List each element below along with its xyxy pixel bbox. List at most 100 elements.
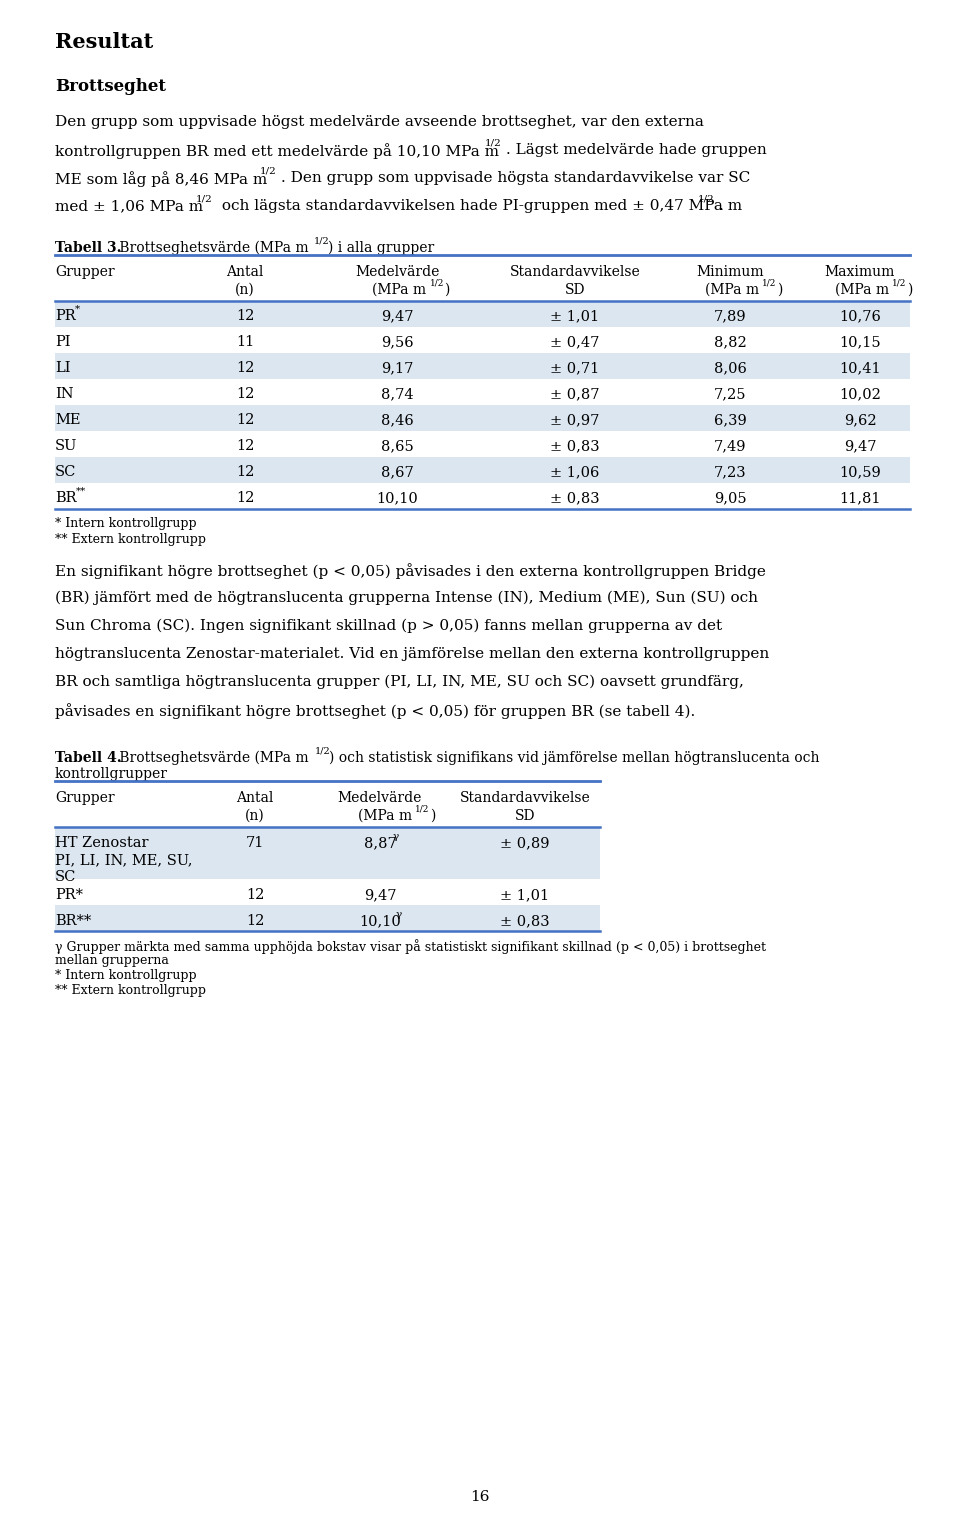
Text: En signifikant högre brottseghet (p < 0,05) påvisades i den externa kontrollgrup: En signifikant högre brottseghet (p < 0,…: [55, 563, 766, 578]
Text: *: *: [75, 305, 80, 314]
Text: 10,41: 10,41: [839, 361, 881, 375]
Text: 12: 12: [236, 310, 254, 323]
Text: 7,23: 7,23: [713, 465, 746, 480]
Bar: [55, 483, 910, 509]
Text: PI: PI: [55, 335, 70, 349]
Text: ± 0,83: ± 0,83: [550, 439, 600, 452]
Text: Standardavvikelse: Standardavvikelse: [460, 791, 590, 805]
Text: ): ): [444, 282, 450, 298]
Text: LI: LI: [55, 361, 70, 375]
Text: Minimum: Minimum: [696, 266, 764, 279]
Text: 1/2: 1/2: [314, 237, 329, 246]
Text: ± 0,47: ± 0,47: [550, 335, 600, 349]
Text: PR*: PR*: [55, 888, 83, 902]
Text: Standardavvikelse: Standardavvikelse: [510, 266, 640, 279]
Text: 8,87: 8,87: [364, 836, 396, 850]
Text: 8,74: 8,74: [381, 387, 414, 401]
Text: Antal: Antal: [227, 266, 264, 279]
Text: 9,47: 9,47: [844, 439, 876, 452]
Text: 12: 12: [246, 914, 264, 927]
Text: Brottseghetsvärde (MPa m: Brottseghetsvärde (MPa m: [115, 241, 308, 255]
Text: 1/2: 1/2: [260, 167, 276, 176]
Text: 1/2: 1/2: [415, 805, 429, 814]
Bar: [55, 354, 910, 380]
Text: 12: 12: [246, 888, 264, 902]
Text: 1/2: 1/2: [762, 279, 777, 288]
Text: kontrollgrupper: kontrollgrupper: [55, 767, 168, 780]
Text: Maximum: Maximum: [825, 266, 895, 279]
Text: BR: BR: [55, 490, 77, 505]
Text: γ: γ: [393, 832, 398, 841]
Text: mellan grupperna: mellan grupperna: [55, 953, 169, 967]
Text: 12: 12: [236, 413, 254, 427]
Text: SU: SU: [55, 439, 78, 452]
Text: 10,15: 10,15: [839, 335, 881, 349]
Text: ± 1,06: ± 1,06: [550, 465, 600, 480]
Text: 1/2: 1/2: [429, 279, 444, 288]
Text: 8,67: 8,67: [381, 465, 414, 480]
Bar: [55, 827, 600, 879]
Text: γ Grupper märkta med samma upphöjda bokstav visar på statistiskt signifikant ski: γ Grupper märkta med samma upphöjda boks…: [55, 940, 766, 953]
Text: påvisades en signifikant högre brottseghet (p < 0,05) för gruppen BR (se tabell : påvisades en signifikant högre brottsegh…: [55, 703, 695, 720]
Text: 12: 12: [236, 490, 254, 505]
Bar: [55, 879, 600, 905]
Text: 12: 12: [236, 465, 254, 480]
Text: Tabell 3.: Tabell 3.: [55, 241, 122, 255]
Text: kontrollgruppen BR med ett medelvärde på 10,10 MPa m: kontrollgruppen BR med ett medelvärde på…: [55, 143, 499, 159]
Text: 9,17: 9,17: [381, 361, 414, 375]
Text: PI, LI, IN, ME, SU,: PI, LI, IN, ME, SU,: [55, 853, 193, 867]
Text: 16: 16: [470, 1491, 490, 1504]
Text: 1/2: 1/2: [315, 747, 331, 756]
Text: BR och samtliga högtranslucenta grupper (PI, LI, IN, ME, SU och SC) oavsett grun: BR och samtliga högtranslucenta grupper …: [55, 676, 744, 689]
Text: ME: ME: [55, 413, 81, 427]
Text: (MPa m: (MPa m: [705, 282, 759, 298]
Bar: [55, 301, 910, 326]
Text: ± 0,83: ± 0,83: [500, 914, 550, 927]
Text: Sun Chroma (SC). Ingen signifikant skillnad (p > 0,05) fanns mellan grupperna av: Sun Chroma (SC). Ingen signifikant skill…: [55, 619, 722, 633]
Text: ): ): [430, 809, 436, 823]
Text: PR: PR: [55, 310, 76, 323]
Text: (n): (n): [245, 809, 265, 823]
Text: 10,59: 10,59: [839, 465, 881, 480]
Text: . Den grupp som uppvisade högsta standardavvikelse var SC: . Den grupp som uppvisade högsta standar…: [281, 172, 751, 185]
Text: Grupper: Grupper: [55, 791, 114, 805]
Text: 7,25: 7,25: [713, 387, 746, 401]
Text: γ: γ: [396, 909, 401, 918]
Text: ): ): [777, 282, 782, 298]
Text: SC: SC: [55, 870, 77, 883]
Bar: [55, 905, 600, 931]
Text: ME som låg på 8,46 MPa m: ME som låg på 8,46 MPa m: [55, 172, 267, 187]
Text: Brottseghet: Brottseghet: [55, 77, 166, 96]
Text: BR**: BR**: [55, 914, 91, 927]
Text: 9,56: 9,56: [381, 335, 414, 349]
Bar: [55, 405, 910, 431]
Text: (MPa m: (MPa m: [372, 282, 426, 298]
Text: SD: SD: [564, 282, 586, 298]
Text: 8,82: 8,82: [713, 335, 746, 349]
Text: ± 0,83: ± 0,83: [550, 490, 600, 505]
Text: 9,62: 9,62: [844, 413, 876, 427]
Text: **: **: [76, 487, 86, 496]
Text: 1/2: 1/2: [698, 194, 715, 203]
Text: ± 0,71: ± 0,71: [550, 361, 600, 375]
Text: Brottseghetsvärde (MPa m: Brottseghetsvärde (MPa m: [115, 751, 308, 765]
Text: 9,47: 9,47: [364, 888, 396, 902]
Text: IN: IN: [55, 387, 74, 401]
Bar: [55, 380, 910, 405]
Text: 6,39: 6,39: [713, 413, 746, 427]
Text: 12: 12: [236, 387, 254, 401]
Text: ): ): [907, 282, 912, 298]
Text: högtranslucenta Zenostar-materialet. Vid en jämförelse mellan den externa kontro: högtranslucenta Zenostar-materialet. Vid…: [55, 647, 769, 660]
Text: (BR) jämfört med de högtranslucenta grupperna Intense (IN), Medium (ME), Sun (SU: (BR) jämfört med de högtranslucenta grup…: [55, 591, 758, 606]
Text: ± 1,01: ± 1,01: [500, 888, 549, 902]
Text: Tabell 4.: Tabell 4.: [55, 751, 122, 765]
Text: 10,02: 10,02: [839, 387, 881, 401]
Text: (n): (n): [235, 282, 254, 298]
Text: ± 0,89: ± 0,89: [500, 836, 550, 850]
Text: Resultat: Resultat: [55, 32, 154, 52]
Text: ** Extern kontrollgrupp: ** Extern kontrollgrupp: [55, 984, 206, 997]
Text: med ± 1,06 MPa m: med ± 1,06 MPa m: [55, 199, 204, 213]
Bar: [55, 431, 910, 457]
Text: 8,06: 8,06: [713, 361, 747, 375]
Text: (MPa m: (MPa m: [358, 809, 412, 823]
